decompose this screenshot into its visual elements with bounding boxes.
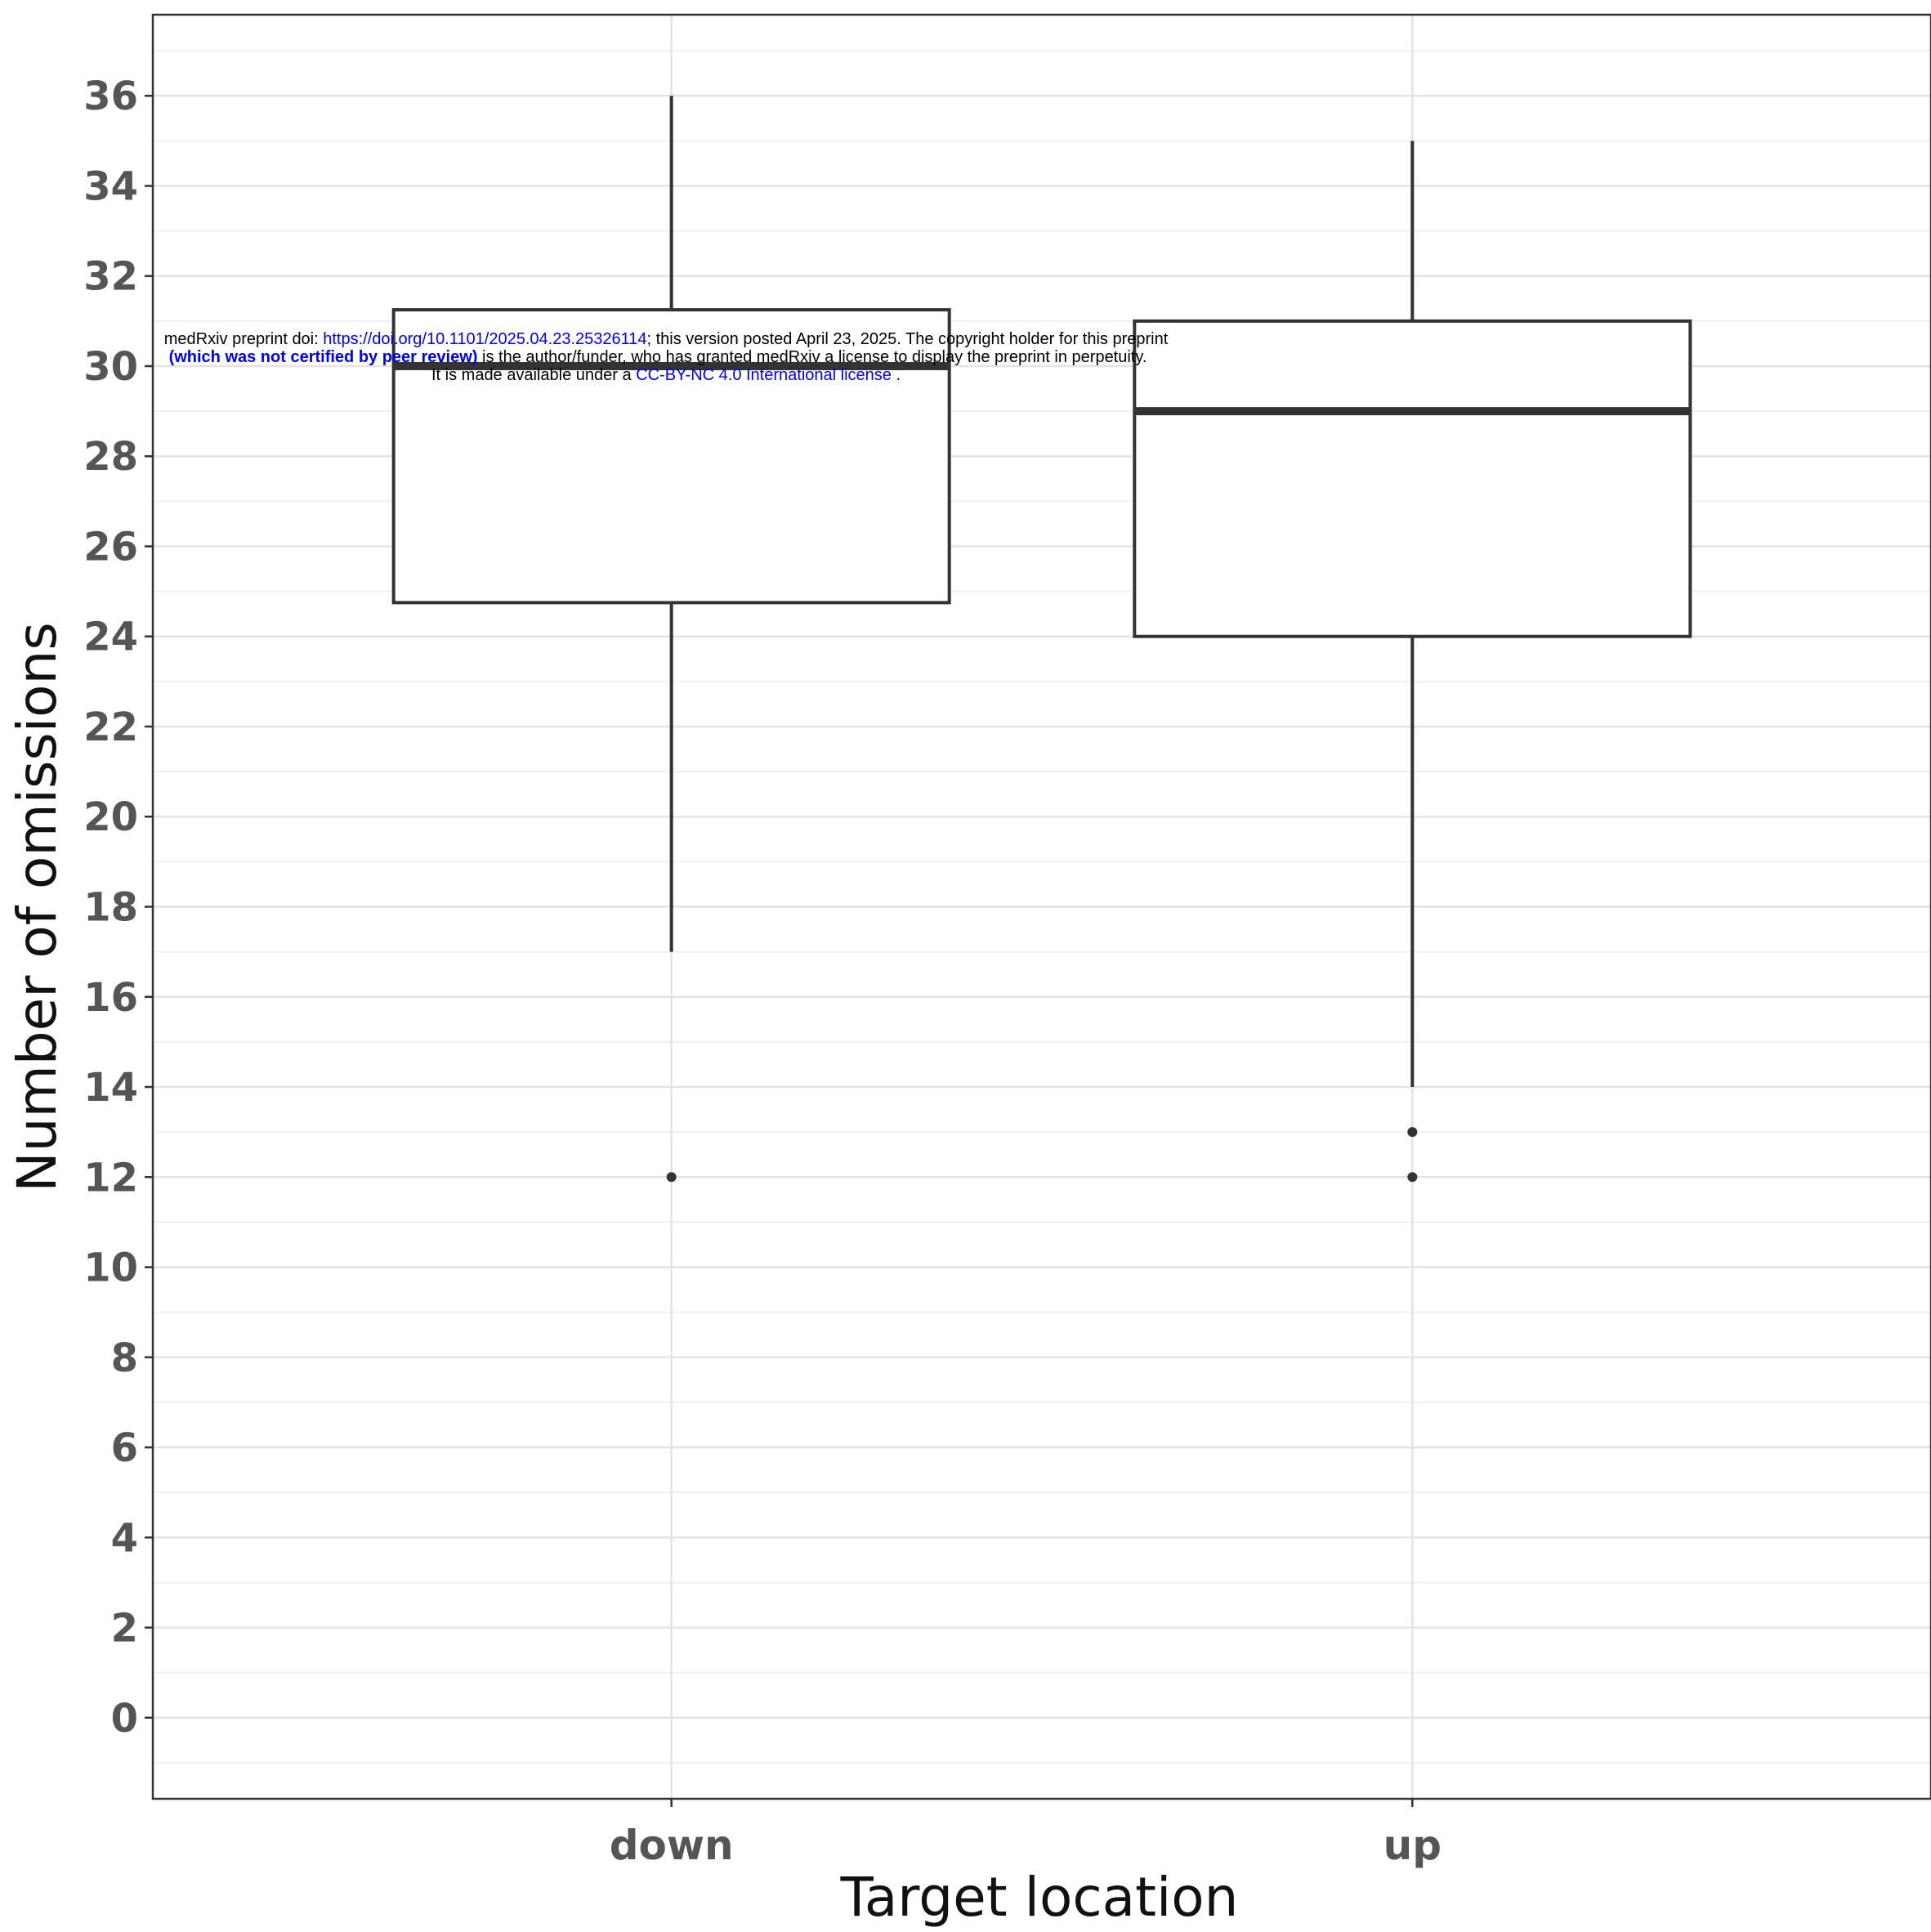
- watermark-license-link[interactable]: CC-BY-NC 4.0 International license: [636, 366, 892, 384]
- grid-minor: [153, 50, 1931, 1764]
- box-iqr: [1133, 319, 1692, 638]
- watermark-line-2: (which was not certified by peer review)…: [0, 348, 1324, 366]
- y-tick-label: 26: [83, 524, 138, 570]
- y-tick-label: 8: [111, 1335, 138, 1381]
- y-tick-label: 10: [83, 1246, 138, 1291]
- y-tick-label: 36: [83, 74, 138, 119]
- watermark-doi-suffix: ; this version posted April 23, 2025. Th…: [646, 330, 1169, 348]
- y-tick-label: 18: [83, 885, 138, 931]
- watermark-line-3: It is made available under a CC-BY-NC 4.…: [0, 366, 1332, 384]
- watermark-license-suffix: .: [891, 366, 901, 384]
- box-up: [1133, 141, 1692, 1183]
- y-tick-label: 28: [83, 434, 138, 480]
- y-tick-label: 14: [83, 1065, 138, 1111]
- watermark-peer-review[interactable]: (which was not certified by peer review): [168, 348, 478, 366]
- watermark-license-prefix: It is made available under a: [431, 366, 637, 384]
- watermark-line-1: medRxiv preprint doi: https://doi.org/10…: [0, 330, 1332, 348]
- outlier-point: [1407, 1127, 1418, 1138]
- y-tick-label: 34: [83, 163, 138, 209]
- y-tick-label: 24: [83, 615, 138, 660]
- y-tick-label: 6: [111, 1425, 138, 1471]
- y-tick-label: 30: [83, 344, 138, 390]
- y-tick-label: 0: [111, 1696, 138, 1742]
- x-axis-title: Target location: [839, 1866, 1238, 1929]
- y-axis-title: Number of omissions: [6, 622, 69, 1192]
- outlier-point: [666, 1172, 677, 1183]
- x-tick-label: up: [1383, 1822, 1442, 1869]
- y-tick-label: 22: [83, 704, 138, 750]
- watermark-license-text: is the author/funder, who has granted me…: [477, 348, 1147, 366]
- x-axis-ticks: down up: [610, 1799, 1442, 1869]
- y-tick-label: 12: [83, 1155, 138, 1201]
- x-tick-label: down: [610, 1822, 734, 1869]
- y-tick-label: 20: [83, 794, 138, 840]
- y-tick-label: 4: [111, 1515, 138, 1561]
- y-tick-label: 2: [111, 1606, 138, 1652]
- y-tick-label: 16: [83, 975, 138, 1021]
- watermark-doi-link[interactable]: https://doi.org/10.1101/2025.04.23.25326…: [323, 330, 647, 348]
- watermark-doi-prefix: medRxiv preprint doi:: [163, 330, 324, 348]
- box-down: [391, 96, 951, 1183]
- boxes: [391, 96, 1692, 1183]
- y-tick-label: 32: [83, 254, 138, 300]
- box-iqr: [391, 308, 951, 605]
- outlier-point: [1407, 1172, 1418, 1183]
